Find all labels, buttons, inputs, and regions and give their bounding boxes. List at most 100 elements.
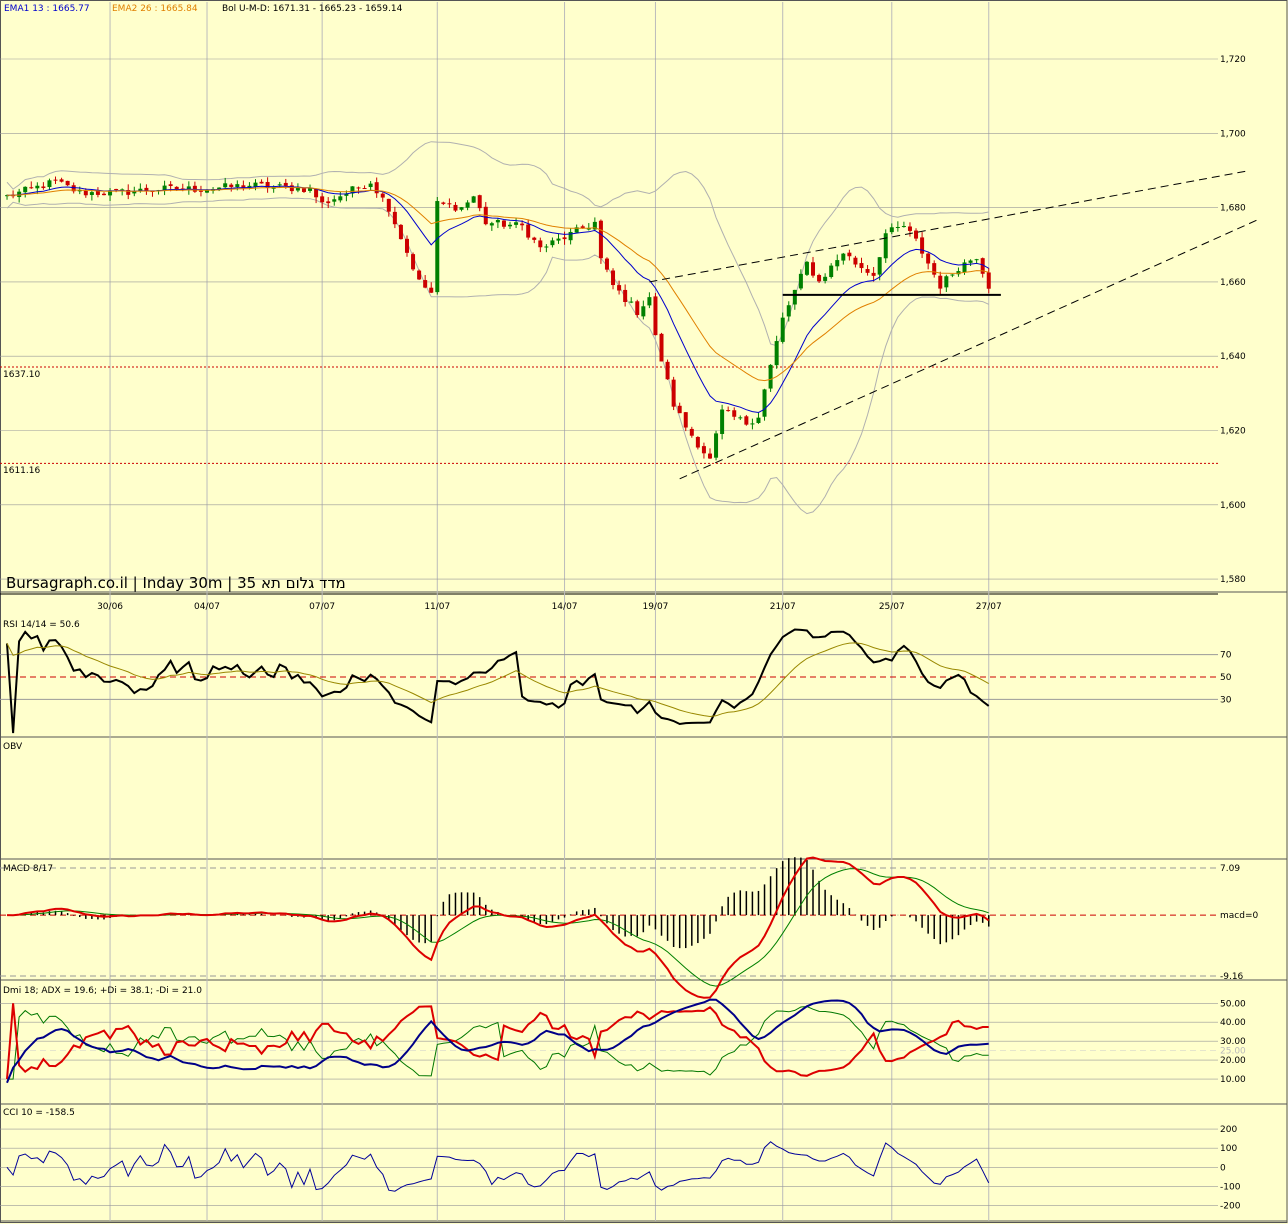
candle-body: [514, 222, 519, 225]
candle-body: [198, 190, 203, 192]
candle-body: [823, 276, 828, 281]
candle-body: [429, 287, 434, 293]
candle-body: [471, 196, 476, 203]
candle-body: [350, 186, 355, 194]
candle-body: [611, 270, 616, 286]
candle-body: [726, 410, 731, 412]
candle-body: [974, 259, 979, 261]
candle-body: [89, 192, 94, 195]
date-tick-label: 25/07: [879, 602, 905, 612]
candle-body: [774, 341, 779, 366]
candle-body: [768, 364, 773, 389]
rsi-line: [6, 628, 990, 734]
price-tick-label: 1,720: [1220, 55, 1246, 65]
candle-body: [847, 252, 852, 257]
candle-body: [780, 317, 785, 342]
candle-body: [144, 187, 149, 192]
date-tick-label: 14/07: [552, 602, 578, 612]
candle-body: [23, 186, 28, 193]
candle-body: [489, 223, 494, 226]
candle-body: [295, 187, 300, 191]
obv-panel-title: OBV: [3, 742, 23, 752]
rsi-tick-label: 50: [1220, 673, 1232, 683]
price-tick-label: 1,680: [1220, 204, 1246, 214]
candle-body: [283, 182, 288, 186]
macd-tick-label: macd=0: [1220, 911, 1258, 921]
candle-body: [29, 187, 34, 189]
candle-body: [83, 190, 88, 196]
candle-body: [241, 185, 246, 189]
candle-body: [629, 301, 634, 303]
macd-tick-label: 7.09: [1220, 864, 1240, 874]
bollinger-lower: [6, 197, 989, 515]
cci-tick-label: -200: [1220, 1202, 1241, 1212]
ema2-legend: EMA2 26 : 1665.84: [112, 4, 198, 14]
candle-body: [671, 379, 676, 407]
candle-body: [568, 231, 573, 241]
candle-body: [411, 254, 416, 270]
cci-tick-label: -100: [1220, 1182, 1241, 1192]
bollinger-legend: Bol U-M-D: 1671.31 - 1665.23 - 1659.14: [222, 4, 403, 14]
candle-body: [544, 246, 549, 248]
candle-body: [683, 412, 688, 428]
candle-body: [356, 187, 361, 189]
candle-body: [253, 182, 258, 187]
ema1-legend: EMA1 13 : 1665.77: [4, 4, 90, 14]
candle-body: [65, 180, 70, 186]
candle-body: [907, 226, 912, 231]
ema1-line: [6, 185, 989, 414]
candle-body: [168, 184, 173, 186]
candle-body: [574, 227, 579, 233]
candle-body: [926, 253, 931, 264]
candle-body: [368, 183, 373, 188]
date-tick-label: 19/07: [642, 602, 668, 612]
candle-body: [932, 263, 937, 275]
macd-signal-line: [6, 868, 989, 987]
date-tick-label: 07/07: [309, 602, 335, 612]
candle-body: [386, 198, 391, 212]
candle-body: [162, 185, 167, 191]
minus-di-line: [6, 1003, 989, 1080]
candle-body: [804, 261, 809, 275]
candle-body: [126, 190, 131, 195]
candle-body: [895, 227, 900, 229]
axis-labels: 30/06 04/07 07/07 11/07 14/07 19/07 21/07 25/07…: [97, 55, 1258, 1212]
candle-body: [453, 204, 458, 211]
candle-body: [944, 276, 949, 288]
price-tick-label: 1,600: [1220, 501, 1246, 511]
dmi-tick-label: 10.00: [1220, 1075, 1246, 1085]
candle-body: [374, 182, 379, 194]
candle-body: [138, 188, 143, 191]
candle-body: [659, 333, 664, 362]
candle-body: [229, 184, 234, 187]
candle-body: [841, 253, 846, 261]
candle-body: [744, 416, 749, 425]
candle-body: [871, 272, 876, 276]
candle-body: [798, 273, 803, 289]
candle-body: [398, 224, 403, 240]
candle-body: [635, 301, 640, 315]
level-label-upper: 1637.10: [3, 370, 40, 380]
candle-body: [59, 179, 64, 182]
candle-body: [217, 187, 222, 190]
candle-body: [562, 237, 567, 240]
candle-body: [132, 191, 137, 194]
candle-body: [174, 186, 179, 190]
candle-body: [938, 275, 943, 289]
candle-body: [192, 185, 197, 192]
candle-body: [817, 275, 822, 282]
candle-body: [677, 405, 682, 414]
macd-panel-title: MACD 8/17: [3, 864, 53, 874]
lower-trendline: [679, 218, 1261, 480]
candle-body: [35, 185, 40, 189]
candle-body: [95, 190, 100, 195]
candle-body: [968, 260, 973, 263]
candle-body: [265, 181, 270, 188]
candle-body: [477, 195, 482, 209]
price-tick-label: 1,700: [1220, 129, 1246, 139]
cci-line: [6, 1141, 990, 1192]
bollinger-bands: [6, 141, 989, 515]
candle-body: [459, 207, 464, 210]
